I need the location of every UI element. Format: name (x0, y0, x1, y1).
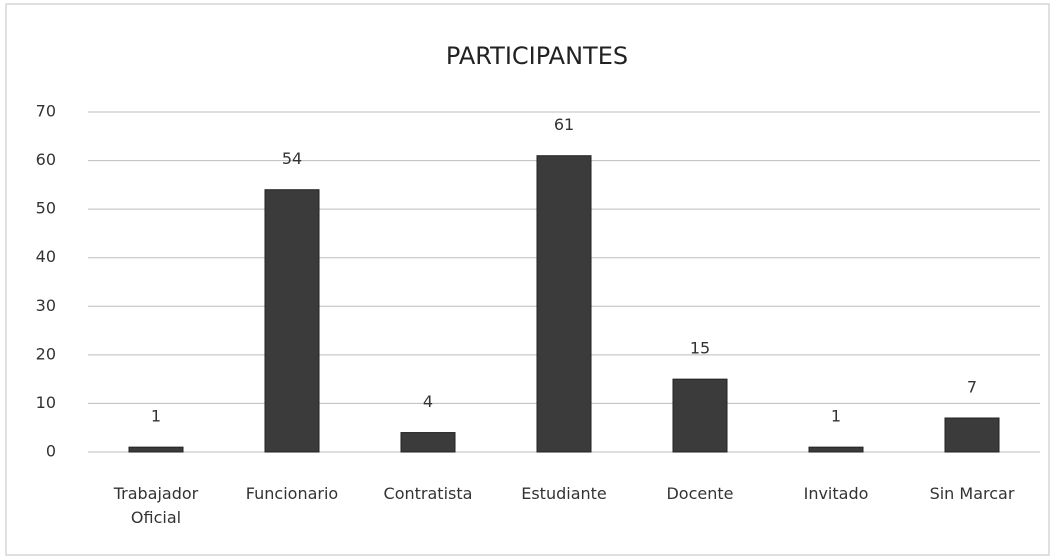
chart-frame (5, 3, 1050, 556)
bar (808, 446, 864, 453)
bar (128, 446, 184, 453)
y-tick-label: 60 (36, 150, 56, 169)
data-label: 4 (423, 392, 433, 411)
data-label: 1 (831, 407, 841, 426)
y-tick-label: 20 (36, 344, 56, 363)
x-tick-label: Sin Marcar (929, 484, 1015, 503)
data-label: 61 (554, 115, 574, 134)
y-tick-label: 70 (36, 102, 56, 121)
x-tick-label: Invitado (803, 484, 869, 503)
x-tick-label: Trabajador Oficial (113, 484, 199, 527)
bar (400, 432, 456, 453)
chart-title: PARTICIPANTES (446, 42, 628, 70)
x-tick-label: Contratista (383, 484, 473, 503)
x-tick-label: Docente (666, 484, 734, 503)
bar (536, 155, 592, 453)
data-label: 15 (690, 339, 710, 358)
x-tick-label: Estudiante (521, 484, 607, 503)
x-tick-label: Funcionario (245, 484, 339, 503)
y-tick-label: 50 (36, 199, 56, 218)
y-tick-label: 0 (46, 442, 56, 461)
y-tick-label: 10 (36, 393, 56, 412)
bar (944, 417, 1000, 453)
data-label: 7 (967, 378, 977, 397)
bar (264, 189, 320, 453)
data-label: 54 (282, 149, 302, 168)
bar (672, 378, 728, 453)
y-tick-label: 30 (36, 296, 56, 315)
data-label: 1 (151, 407, 161, 426)
y-tick-label: 40 (36, 247, 56, 266)
